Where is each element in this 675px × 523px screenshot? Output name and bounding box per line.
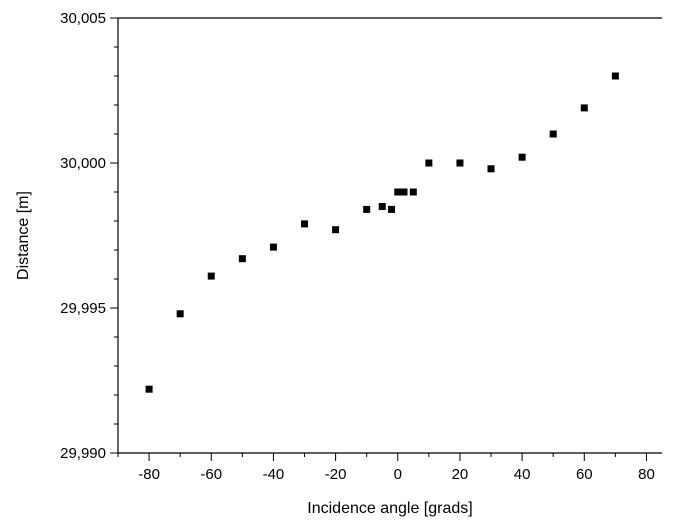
data-point bbox=[425, 159, 433, 167]
data-point bbox=[207, 272, 215, 280]
data-points bbox=[145, 72, 619, 393]
data-point bbox=[378, 203, 386, 210]
data-point bbox=[487, 165, 495, 173]
y-axis-label: Distance [m] bbox=[15, 191, 32, 280]
data-point bbox=[549, 130, 557, 138]
data-point bbox=[332, 226, 340, 234]
x-tick-label: 80 bbox=[638, 466, 655, 483]
x-tick-label: 40 bbox=[514, 466, 531, 483]
x-tick-label: 20 bbox=[452, 466, 469, 483]
y-tick-label: 30,000 bbox=[60, 155, 106, 172]
x-tick-label: 60 bbox=[576, 466, 593, 483]
data-point bbox=[269, 243, 277, 251]
x-tick-label: -40 bbox=[263, 466, 285, 483]
x-axis-label: Incidence angle [grads] bbox=[307, 500, 472, 517]
data-point bbox=[238, 255, 246, 263]
data-point bbox=[145, 385, 153, 393]
y-tick-label: 29,990 bbox=[60, 445, 106, 462]
data-point bbox=[580, 104, 588, 112]
y-tick-label: 29,995 bbox=[60, 300, 106, 317]
data-point bbox=[400, 188, 408, 196]
data-point bbox=[518, 153, 526, 161]
axis-labels: Incidence angle [grads] Distance [m] bbox=[15, 191, 473, 517]
x-tick-label: -80 bbox=[138, 466, 160, 483]
data-point bbox=[388, 205, 396, 213]
data-point bbox=[611, 72, 619, 80]
data-point bbox=[363, 205, 371, 213]
x-tick-label: -60 bbox=[200, 466, 222, 483]
data-point bbox=[409, 188, 417, 196]
y-tick-label: 30,005 bbox=[60, 10, 106, 27]
data-point bbox=[176, 310, 184, 318]
data-point bbox=[301, 220, 309, 228]
axes: -80 -60 -40 -20 0 20 40 60 80 29,990 29,995 30,000 3… bbox=[60, 10, 662, 483]
data-point bbox=[394, 188, 402, 196]
x-tick-label: 0 bbox=[394, 466, 402, 483]
data-point bbox=[456, 159, 464, 167]
x-tick-label: -20 bbox=[325, 466, 347, 483]
